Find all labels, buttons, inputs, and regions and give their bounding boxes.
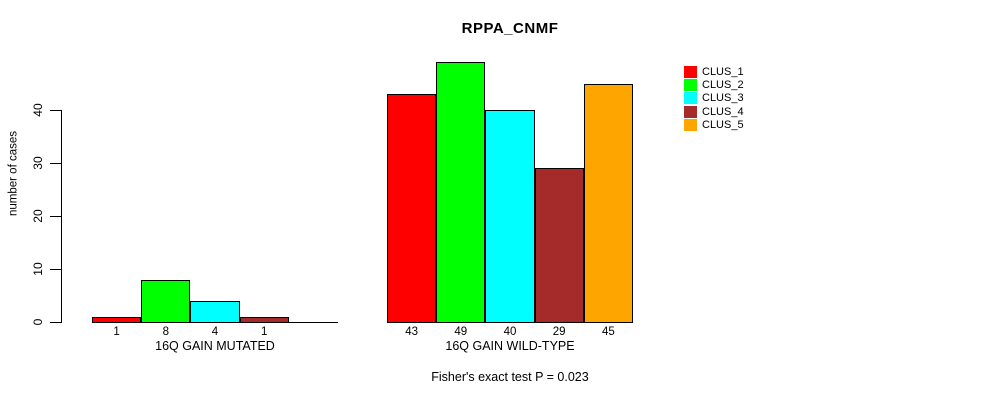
y-tick-label: 40 xyxy=(31,103,45,117)
x-group-label-wildtype: 16Q GAIN WILD-TYPE xyxy=(445,339,575,353)
legend-item-clus_1: CLUS_1 xyxy=(684,65,744,78)
legend-item-clus_2: CLUS_2 xyxy=(684,78,744,92)
bar-value-label: 45 xyxy=(601,326,615,338)
bar-value-label: 8 xyxy=(162,326,169,338)
legend-label: CLUS_5 xyxy=(702,119,744,132)
bar-clus_1-group2 xyxy=(387,94,437,323)
bar-value-label: 4 xyxy=(211,326,219,338)
legend-item-clus_5: CLUS_5 xyxy=(684,119,744,132)
bar-clus_2-group2 xyxy=(436,62,486,323)
bar-value-label: 1 xyxy=(260,326,268,338)
bar-clus_4-group1 xyxy=(239,316,289,323)
y-axis-title: number of cases xyxy=(7,131,20,217)
y-tick-label: 20 xyxy=(31,209,45,223)
bar-value-label: 49 xyxy=(454,326,468,338)
legend-label: CLUS_2 xyxy=(702,79,744,92)
y-tick-mark xyxy=(50,322,61,323)
legend-label: CLUS_1 xyxy=(702,65,744,78)
y-tick-label: 10 xyxy=(31,262,45,276)
bar-value-label: 1 xyxy=(113,326,120,338)
y-tick-mark xyxy=(50,163,61,164)
legend-swatch-clus_1 xyxy=(684,65,697,78)
bar-clus_4-group2 xyxy=(534,168,584,323)
legend-swatch-clus_5 xyxy=(684,119,697,132)
legend: CLUS_1 CLUS_2 CLUS_3 CLUS_4 CLUS_5 xyxy=(684,65,744,132)
legend-label: CLUS_3 xyxy=(702,92,744,105)
bar-clus_3-group2 xyxy=(485,110,535,323)
legend-item-clus_4: CLUS_4 xyxy=(684,105,744,118)
y-tick-label: 30 xyxy=(31,156,45,170)
legend-label: CLUS_4 xyxy=(702,105,744,118)
y-tick-mark xyxy=(50,110,61,111)
x-group-label-mutated: 16Q GAIN MUTATED xyxy=(155,339,275,353)
bar-clus_3-group1 xyxy=(190,300,240,323)
y-tick-mark xyxy=(50,269,61,270)
bar-clus_5-group2 xyxy=(583,83,633,323)
y-tick-mark xyxy=(50,216,61,217)
y-tick-label: 0 xyxy=(31,318,45,326)
y-axis-line xyxy=(61,110,62,323)
legend-swatch-clus_4 xyxy=(684,105,697,118)
legend-swatch-clus_3 xyxy=(684,92,697,105)
chart-title: RPPA_CNMF xyxy=(461,20,559,37)
bar-value-label: 43 xyxy=(405,326,418,338)
bar-clus_2-group1 xyxy=(141,279,191,323)
legend-item-clus_3: CLUS_3 xyxy=(684,92,744,105)
fisher-test-annotation: Fisher's exact test P = 0.023 xyxy=(431,370,589,384)
bar-value-label: 29 xyxy=(552,326,566,338)
bar-value-label: 40 xyxy=(503,326,517,338)
bar-clus_1-group1 xyxy=(92,316,142,323)
legend-swatch-clus_2 xyxy=(684,79,697,92)
